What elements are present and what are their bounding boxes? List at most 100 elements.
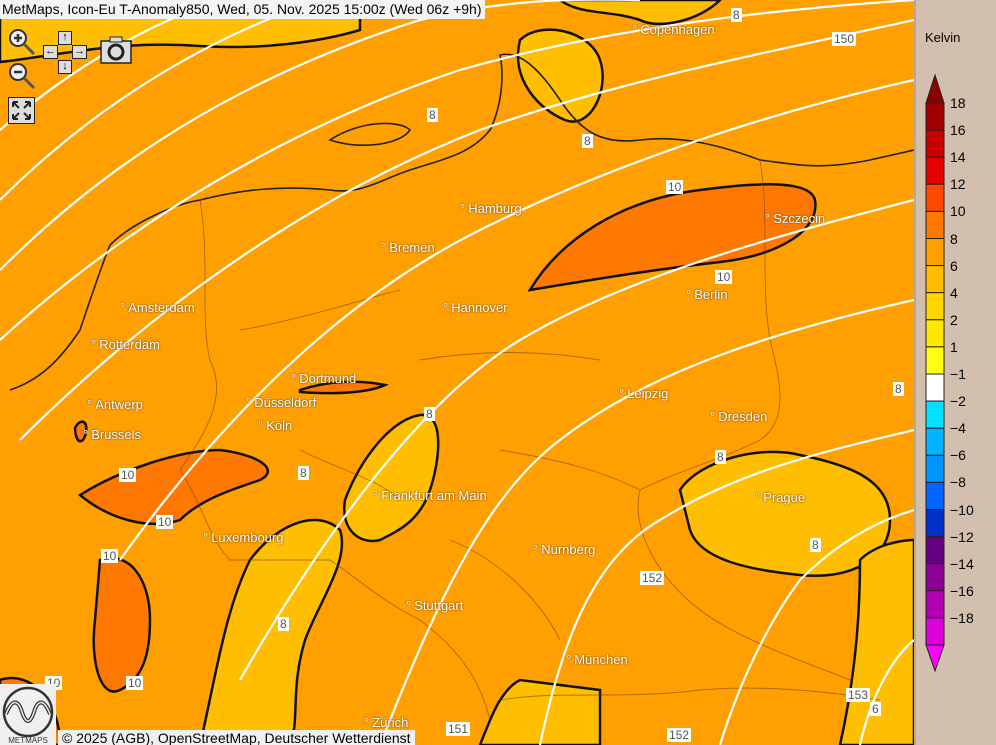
city-label: Dresden xyxy=(710,409,767,424)
area-vosges xyxy=(198,518,344,745)
contour-label: 10 xyxy=(666,180,684,194)
svg-text:METMAPS: METMAPS xyxy=(8,736,48,745)
legend-bottom-arrow xyxy=(925,644,945,673)
pan-left-button[interactable]: ← xyxy=(43,45,58,59)
city-label: Dortmund xyxy=(291,371,356,386)
coastlines xyxy=(9,53,914,391)
legend-label: −6 xyxy=(950,447,966,464)
legend-label: 6 xyxy=(950,257,958,274)
city-label: Köln xyxy=(258,418,292,433)
legend-label: −10 xyxy=(950,501,974,518)
fullscreen-icon[interactable] xyxy=(8,97,35,124)
legend-swatch xyxy=(925,509,945,538)
legend-label: 14 xyxy=(950,149,966,166)
map-title: MetMaps, Icon-Eu T-Anomaly850, Wed, 05. … xyxy=(0,0,485,19)
color-legend: Kelvin 18 16 14 12 10 8 6 4 2 1 −1 −2 −4 −6 −8 −10 −12 −1… xyxy=(914,0,996,745)
legend-label: 10 xyxy=(950,203,966,220)
contour-label: 8 xyxy=(424,407,435,421)
contour-label: 152 xyxy=(667,728,692,742)
legend-swatch xyxy=(925,319,945,348)
area-denmark xyxy=(516,28,604,123)
legend-label: 12 xyxy=(950,176,966,193)
contour-label: 10 xyxy=(156,515,174,529)
city-label: Stuttgart xyxy=(406,598,463,613)
legend-label: −4 xyxy=(950,420,966,437)
legend-swatch xyxy=(925,481,945,510)
city-label: Prague xyxy=(755,490,805,505)
contour-label: 10 xyxy=(126,676,144,690)
legend-swatch xyxy=(925,210,945,239)
city-label: Brussels xyxy=(83,427,141,442)
legend-unit: Kelvin xyxy=(925,30,961,45)
contour-label: 8 xyxy=(893,382,904,396)
pan-up-button[interactable]: ↑ xyxy=(58,31,72,45)
city-label: Frankfurt am Main xyxy=(373,488,486,503)
contour-label: 8 xyxy=(298,466,309,480)
legend-swatch xyxy=(925,156,945,185)
city-label: Rotterdam xyxy=(91,337,160,352)
geopotential-isolines xyxy=(0,0,914,745)
legend-swatch xyxy=(925,400,945,429)
contour-label: 152 xyxy=(640,571,665,585)
legend-swatch xyxy=(925,102,945,131)
contour-label: 8 xyxy=(427,108,438,122)
legend-label: −16 xyxy=(950,582,974,599)
area-alps-west xyxy=(478,678,602,745)
city-label: Berlin xyxy=(686,287,727,302)
legend-swatch xyxy=(925,536,945,565)
legend-label: −8 xyxy=(950,474,966,491)
area-champagne xyxy=(92,556,152,693)
legend-label: 4 xyxy=(950,284,958,301)
legend-swatch xyxy=(925,563,945,592)
city-label: Luxembourg xyxy=(203,530,283,545)
legend-swatch xyxy=(925,292,945,321)
city-label: Leipzig xyxy=(619,386,668,401)
legend-label: 1 xyxy=(950,338,958,355)
city-label: Szczecin xyxy=(765,211,825,226)
legend-label: 16 xyxy=(950,122,966,139)
zoom-in-icon[interactable] xyxy=(6,26,36,56)
city-label: Nürnberg xyxy=(533,542,595,557)
legend-label: 18 xyxy=(950,95,966,111)
copyright-notice: © 2025 (AGB), OpenStreetMap, Deutscher W… xyxy=(58,730,415,745)
contour-label: 151 xyxy=(446,722,471,736)
pan-right-button[interactable]: → xyxy=(72,45,87,59)
map-canvas xyxy=(0,0,914,745)
area-bohemia xyxy=(678,450,892,577)
weather-map[interactable]: MetMaps, Icon-Eu T-Anomaly850, Wed, 05. … xyxy=(0,0,914,745)
city-label: Hamburg xyxy=(460,201,521,216)
city-label: Antwerp xyxy=(87,397,143,412)
city-label: Zürich xyxy=(364,715,408,730)
city-label: Hannover xyxy=(443,300,507,315)
legend-swatch xyxy=(925,454,945,483)
legend-label: 8 xyxy=(950,230,958,247)
legend-label: −1 xyxy=(950,366,966,382)
city-label: Copenhagen xyxy=(632,22,714,37)
contour-label: 8 xyxy=(278,617,289,631)
area-ardennes xyxy=(77,448,269,526)
pan-down-button[interactable]: ↓ xyxy=(58,60,72,74)
legend-label: −18 xyxy=(950,609,974,626)
legend-label: −2 xyxy=(950,393,966,410)
legend-swatch xyxy=(925,590,945,619)
contour-label: 8 xyxy=(582,134,593,148)
legend-swatch xyxy=(925,238,945,267)
legend-swatch xyxy=(925,183,945,212)
area-north-poland xyxy=(527,183,817,292)
city-label: Bremen xyxy=(381,240,435,255)
city-label: Düsseldorf xyxy=(246,395,316,410)
contour-label: 10 xyxy=(715,270,733,284)
contour-label: 8 xyxy=(731,8,742,22)
legend-label: 2 xyxy=(950,311,958,328)
contour-label: 6 xyxy=(870,702,881,716)
legend-colorbar xyxy=(925,73,945,673)
legend-swatch xyxy=(925,427,945,456)
camera-icon[interactable] xyxy=(100,36,132,64)
contour-label: 8 xyxy=(715,450,726,464)
legend-label: −12 xyxy=(950,528,974,545)
zoom-out-icon[interactable] xyxy=(6,60,36,90)
legend-swatch xyxy=(925,617,945,646)
area-sweden xyxy=(557,0,722,26)
contour-label: 153 xyxy=(846,688,871,702)
contour-label: 10 xyxy=(101,549,119,563)
